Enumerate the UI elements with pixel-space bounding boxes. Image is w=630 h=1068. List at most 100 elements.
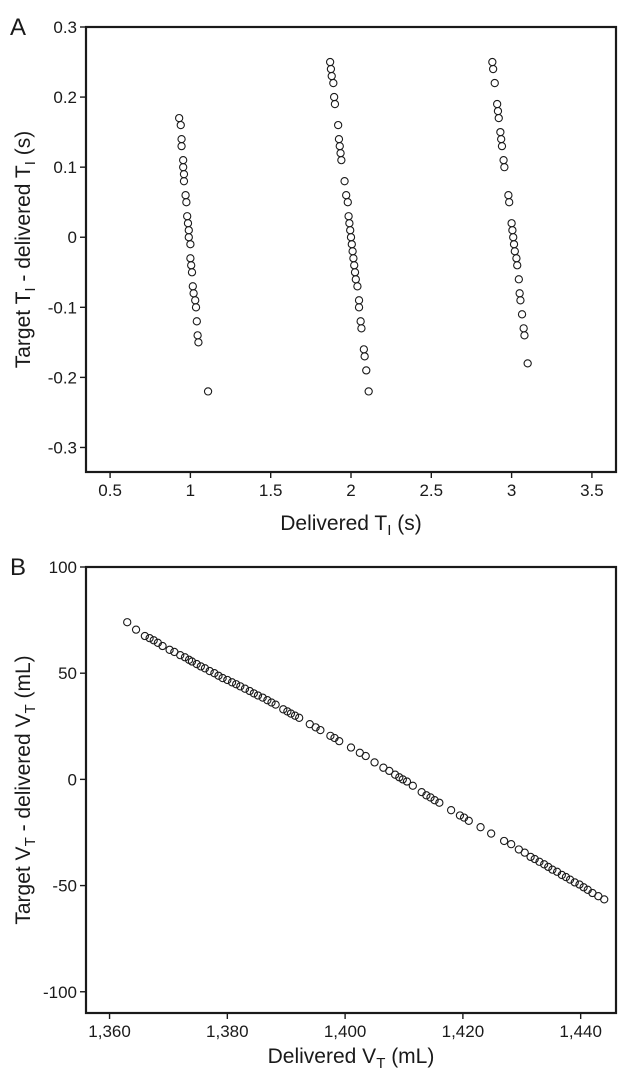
data-point xyxy=(526,852,535,862)
data-point xyxy=(200,664,210,673)
y-tick-label: 0 xyxy=(68,228,77,247)
data-point xyxy=(535,857,544,866)
panel-letter: A xyxy=(10,14,26,41)
y-tick-label: 0.3 xyxy=(53,18,77,37)
data-point xyxy=(131,625,141,634)
data-point xyxy=(181,191,190,200)
data-point xyxy=(123,618,132,627)
data-point xyxy=(232,680,241,689)
data-point xyxy=(362,366,371,375)
data-point xyxy=(249,689,258,698)
data-point xyxy=(357,324,366,333)
data-point xyxy=(548,865,557,874)
data-point xyxy=(499,836,509,846)
data-point xyxy=(507,840,516,849)
data-point xyxy=(180,653,190,662)
data-point xyxy=(507,219,516,228)
data-point xyxy=(512,254,521,263)
data-point xyxy=(210,669,219,678)
data-point xyxy=(165,645,174,654)
data-point xyxy=(326,731,335,740)
data-point xyxy=(350,261,359,270)
data-point xyxy=(408,781,417,790)
data-point xyxy=(464,816,473,825)
data-point xyxy=(509,233,518,242)
data-point xyxy=(326,64,336,74)
data-point xyxy=(286,709,296,718)
data-point xyxy=(523,359,532,368)
data-point xyxy=(203,387,213,396)
data-point xyxy=(426,793,435,802)
data-point xyxy=(334,134,344,144)
data-point xyxy=(177,141,186,151)
y-tick-label: -0.3 xyxy=(48,438,77,457)
y-tick-label: 50 xyxy=(58,664,77,683)
data-point xyxy=(214,671,223,680)
y-axis-label: Target TI - delivered TI (s) xyxy=(12,131,39,369)
data-point xyxy=(497,141,507,151)
y-tick-label: 0 xyxy=(68,770,77,789)
data-point xyxy=(189,289,198,298)
data-point xyxy=(236,682,245,691)
data-point xyxy=(295,713,304,722)
data-point xyxy=(175,113,184,123)
data-point xyxy=(194,338,203,347)
data-point xyxy=(335,141,344,151)
data-point xyxy=(557,870,566,880)
data-point xyxy=(218,673,227,683)
data-point xyxy=(370,758,379,767)
data-point xyxy=(343,198,352,207)
x-tick-label: 1,380 xyxy=(206,1022,249,1041)
data-point xyxy=(391,770,400,779)
y-tick-label: 100 xyxy=(49,558,77,577)
x-axis-label: Delivered TI (s) xyxy=(280,512,422,539)
data-point xyxy=(192,317,201,326)
data-point xyxy=(353,282,362,291)
data-point xyxy=(514,275,523,284)
data-point xyxy=(513,261,522,270)
data-point xyxy=(354,296,364,305)
data-point xyxy=(402,777,412,786)
data-point xyxy=(565,875,575,884)
data-point xyxy=(191,303,201,312)
data-point xyxy=(140,631,150,641)
data-point xyxy=(329,92,339,102)
data-point xyxy=(351,275,360,284)
x-tick-label: 1,400 xyxy=(324,1022,367,1041)
data-point xyxy=(176,120,185,130)
data-point xyxy=(187,268,197,277)
data-point xyxy=(240,684,250,693)
data-point xyxy=(192,659,201,669)
data-point xyxy=(186,254,195,263)
data-point xyxy=(158,641,167,651)
data-point xyxy=(290,711,300,720)
x-tick-label: 1,440 xyxy=(559,1022,602,1041)
data-point xyxy=(575,880,584,889)
data-point xyxy=(347,240,356,249)
data-point xyxy=(360,352,369,361)
data-point xyxy=(336,148,345,158)
panel-a: A 0.5 1 1.5 2 2.5 3 3.5 -0.3 -0.2 -0.1 0 0.1 0.2 0.3 De… xyxy=(10,14,618,539)
data-point xyxy=(497,134,506,144)
data-point xyxy=(184,226,193,235)
data-point xyxy=(570,878,579,887)
y-tick-label: -50 xyxy=(52,877,77,896)
x-tick-label: 2 xyxy=(346,481,355,500)
x-tick-label: 1,420 xyxy=(442,1022,485,1041)
data-point xyxy=(311,723,320,732)
panel-b: B 1,360 1,380 1,400 1,420 1,440 -100 -50 0 50 100 D… xyxy=(10,554,618,1068)
data-point xyxy=(245,686,254,696)
data-point xyxy=(342,191,351,200)
data-point xyxy=(183,219,193,228)
data-point xyxy=(517,310,527,319)
data-point xyxy=(364,387,373,396)
data-point xyxy=(179,155,188,165)
data-point xyxy=(271,700,280,709)
data-point xyxy=(508,226,517,235)
data-point xyxy=(516,296,525,305)
data-point xyxy=(258,693,267,702)
x-tick-label: 3.5 xyxy=(580,481,604,500)
data-point xyxy=(509,240,519,249)
x-tick-label: 0.5 xyxy=(98,481,122,500)
